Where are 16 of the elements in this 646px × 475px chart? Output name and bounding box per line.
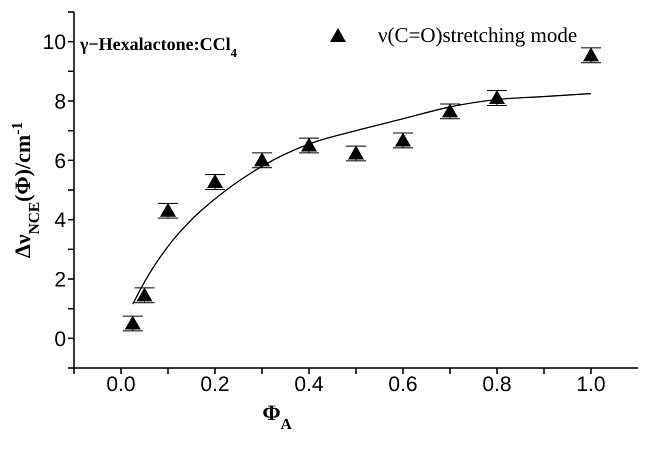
x-tick-label: 0.2 [200, 372, 230, 396]
y-tick-label: 8 [54, 90, 66, 114]
x-tick-label: 0.8 [482, 372, 512, 396]
x-tick-label: 1.0 [576, 372, 606, 396]
legend-label: ν(C=O)stretching mode [378, 23, 578, 47]
y-tick-label: 2 [54, 268, 66, 292]
x-tick-label: 0.6 [388, 372, 418, 396]
y-tick-label: 0 [54, 328, 66, 351]
point [207, 174, 223, 188]
x-tick-label: 0.4 [294, 372, 324, 396]
x-tick-label: 0.0 [106, 372, 136, 396]
y-tick-label: 10 [42, 31, 66, 54]
x-axis-title: Φ$_{A}$ [262, 400, 292, 432]
y-tick-label: 4 [54, 209, 66, 232]
y-tick-label: 6 [54, 150, 66, 173]
annotation: γ−Hexalactone:CCl$_{4}$ [79, 34, 238, 60]
